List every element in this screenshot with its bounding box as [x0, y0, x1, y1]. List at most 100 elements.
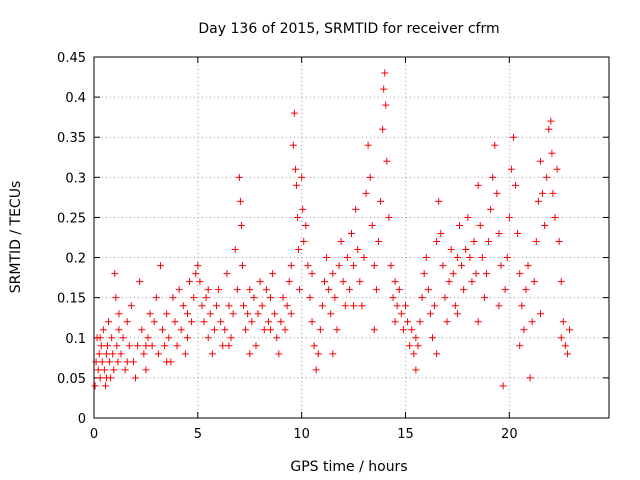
data-point [246, 286, 254, 294]
data-point [217, 318, 225, 326]
data-point [188, 318, 196, 326]
data-point [555, 238, 563, 246]
data-point [114, 358, 122, 366]
data-point [437, 229, 445, 237]
data-point [356, 278, 364, 286]
data-point [393, 302, 401, 310]
data-point [499, 382, 507, 390]
data-point [91, 382, 99, 390]
data-point [539, 189, 547, 197]
data-point [362, 189, 370, 197]
data-point [148, 342, 156, 350]
x-axis-title: GPS time / hours [290, 459, 407, 475]
data-point [132, 374, 140, 382]
data-point [397, 310, 405, 318]
data-point [366, 173, 374, 181]
y-tick-label: 0.15 [57, 292, 86, 307]
data-point [441, 294, 449, 302]
data-point [401, 302, 409, 310]
x-tick-label: 20 [501, 427, 518, 442]
data-point [408, 326, 416, 334]
data-point [406, 342, 414, 350]
data-point [339, 278, 347, 286]
data-point [516, 342, 524, 350]
data-point [439, 262, 447, 270]
data-point [410, 350, 418, 358]
data-point [422, 254, 430, 262]
data-point [190, 294, 198, 302]
data-point [142, 366, 150, 374]
data-point [267, 326, 275, 334]
y-tick-label: 0.45 [57, 51, 86, 66]
data-point [512, 181, 520, 189]
data-point [242, 326, 250, 334]
data-point [171, 318, 179, 326]
y-axis-title: SRMTID / TECUs [8, 181, 24, 294]
data-point [316, 326, 324, 334]
data-point [522, 286, 530, 294]
data-point [447, 246, 455, 254]
data-point [348, 229, 355, 237]
data-point [138, 326, 146, 334]
data-point [478, 254, 486, 262]
data-point [258, 302, 266, 310]
data-point [503, 254, 511, 262]
data-point [103, 342, 111, 350]
data-point [291, 165, 299, 173]
data-point [271, 310, 279, 318]
data-point [321, 278, 329, 286]
data-point [491, 141, 499, 149]
data-point [250, 294, 258, 302]
data-point [127, 302, 135, 310]
data-point [115, 326, 123, 334]
data-point [310, 342, 318, 350]
data-point [418, 294, 426, 302]
data-point [308, 318, 316, 326]
data-point [281, 326, 289, 334]
data-point [559, 318, 567, 326]
data-point [458, 262, 466, 270]
data-point [111, 270, 119, 278]
data-point [248, 318, 256, 326]
data-point [269, 270, 277, 278]
data-point [385, 213, 393, 221]
data-point [295, 246, 303, 254]
data-point [449, 270, 457, 278]
data-point [106, 358, 114, 366]
data-point [343, 254, 351, 262]
data-point [435, 197, 443, 205]
data-point [563, 350, 571, 358]
data-point [445, 278, 453, 286]
y-tick-label: 0 [78, 412, 86, 427]
data-point [225, 302, 233, 310]
data-point [244, 310, 252, 318]
data-point [262, 286, 270, 294]
data-point [424, 286, 432, 294]
data-point [210, 326, 218, 334]
plot-frame [93, 56, 610, 419]
data-point [474, 181, 482, 189]
data-point [156, 262, 164, 270]
data-point [428, 334, 436, 342]
data-point [377, 197, 385, 205]
data-point [113, 342, 121, 350]
data-point [507, 165, 515, 173]
y-tick-label: 0.4 [65, 91, 86, 106]
data-point [287, 262, 295, 270]
data-point [177, 326, 185, 334]
data-point [426, 310, 434, 318]
data-point [102, 350, 110, 358]
data-point [231, 246, 239, 254]
data-point [383, 157, 391, 165]
data-point [505, 213, 513, 221]
data-point [275, 350, 283, 358]
data-point [99, 326, 107, 334]
data-point [223, 270, 231, 278]
data-point [125, 342, 133, 350]
data-point [466, 254, 474, 262]
data-point [95, 350, 103, 358]
data-point [327, 310, 335, 318]
data-point [308, 270, 316, 278]
data-point [520, 326, 528, 334]
data-point [345, 286, 353, 294]
